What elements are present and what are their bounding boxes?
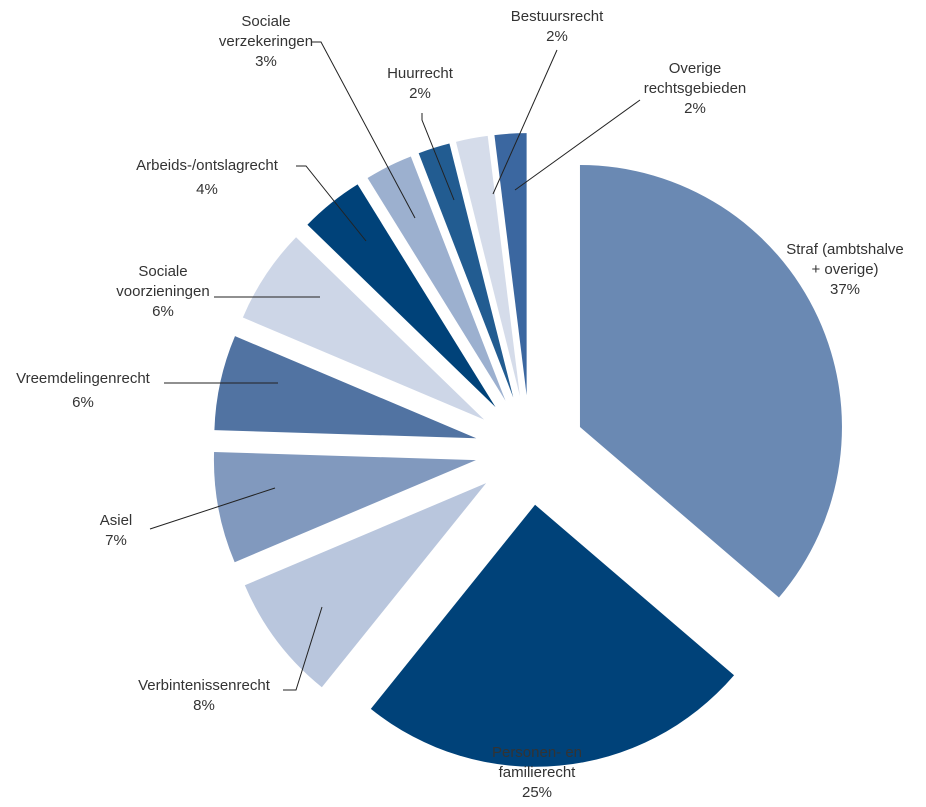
slice-label-7: Sociale xyxy=(241,13,290,30)
pie-slice-1 xyxy=(370,504,735,767)
leader-lines xyxy=(149,41,641,691)
slice-pct-label-4: 6% xyxy=(72,394,94,411)
pie-slice-8 xyxy=(418,143,514,398)
leader-line-8 xyxy=(421,113,455,201)
slice-label-6: Arbeids-/ontslagrecht xyxy=(136,157,279,174)
pie-slice-6 xyxy=(307,184,496,408)
slice-pct-label-5: 6% xyxy=(152,303,174,320)
slice-label-0: Straf (ambtshalve xyxy=(786,241,904,258)
slice-label-2: Verbintenissenrecht xyxy=(138,677,271,694)
slice-label-4: Vreemdelingenrecht xyxy=(16,370,151,387)
leader-line-7 xyxy=(311,41,416,219)
slice-label-5: voorzieningen xyxy=(116,283,209,300)
slice-pct-label-10: 2% xyxy=(684,100,706,117)
pie-slice-4 xyxy=(214,336,477,439)
slice-label-10: rechtsgebieden xyxy=(644,80,747,97)
slice-pct-label-7: 3% xyxy=(255,53,277,70)
slice-label-9: Bestuursrecht xyxy=(511,8,604,25)
slice-label-0: + overige) xyxy=(811,261,878,278)
slice-labels: Straf (ambtshalve + overige) 37% Personen- … xyxy=(16,8,904,801)
slice-label-10: Overige xyxy=(669,60,722,77)
pie-slice-7 xyxy=(367,156,506,401)
leader-line-2 xyxy=(283,606,323,691)
slice-label-1: Personen- en xyxy=(492,744,582,761)
slice-pct-label-1: 25% xyxy=(522,784,552,801)
pie-slice-3 xyxy=(213,452,476,563)
pie-slice-10 xyxy=(494,133,527,396)
slice-label-7: verzekeringen xyxy=(219,33,313,50)
slice-pct-label-0: 37% xyxy=(830,281,860,298)
slice-label-3: Asiel xyxy=(100,512,133,529)
pie-slices xyxy=(213,133,842,767)
slice-pct-label-3: 7% xyxy=(105,532,127,549)
leader-line-10 xyxy=(514,99,641,191)
pie-slice-5 xyxy=(242,237,485,420)
leader-line-9 xyxy=(492,49,558,195)
pie-slice-2 xyxy=(244,483,487,688)
slice-label-5: Sociale xyxy=(138,263,187,280)
slice-pct-label-6: 4% xyxy=(196,181,218,198)
pie-slice-9 xyxy=(455,135,520,396)
slice-label-8: Huurrecht xyxy=(387,65,454,82)
leader-line-3 xyxy=(149,487,276,530)
slice-pct-label-9: 2% xyxy=(546,28,568,45)
slice-pct-label-8: 2% xyxy=(409,85,431,102)
slice-label-1: familierecht xyxy=(499,764,577,781)
leader-line-6 xyxy=(296,165,367,242)
slice-pct-label-2: 8% xyxy=(193,697,215,714)
pie-slice-0 xyxy=(579,165,842,598)
